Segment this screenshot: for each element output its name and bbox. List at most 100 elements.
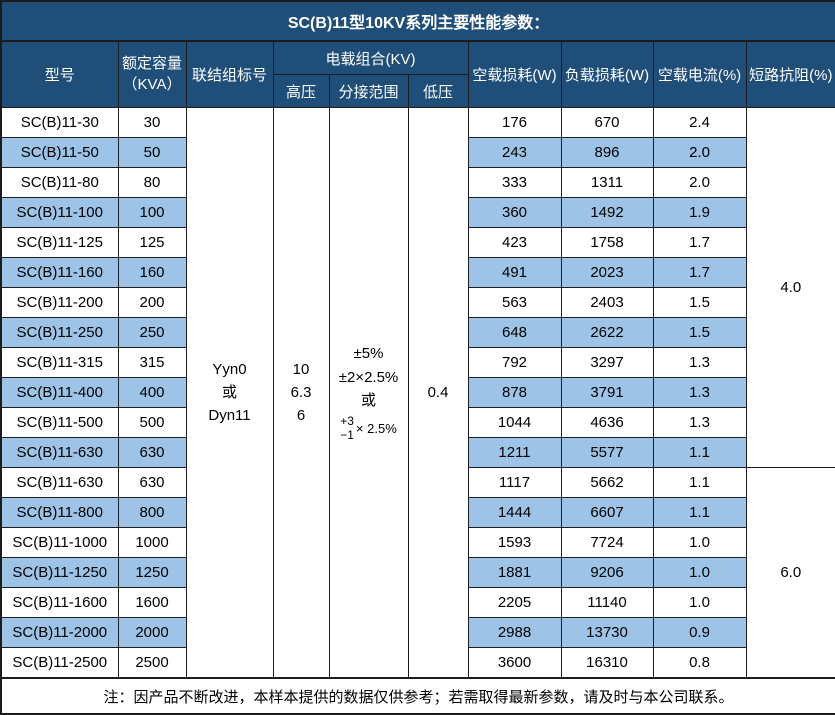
cell-capacity: 160	[117, 257, 187, 288]
cell-no-load-current: 0.8	[652, 647, 747, 679]
cell-model: SC(B)11-2500	[0, 647, 119, 679]
col-header-no-load-current: 空载电流(%)	[652, 40, 747, 108]
cell-capacity: 200	[117, 287, 187, 318]
cell-capacity: 1000	[117, 527, 187, 558]
cell-model: SC(B)11-200	[0, 287, 119, 318]
cell-load-loss: 5662	[560, 467, 654, 498]
cell-load-loss: 896	[560, 137, 654, 168]
cell-load-loss: 5577	[560, 437, 654, 468]
cell-no-load-loss: 3600	[467, 647, 562, 679]
cell-no-load-loss: 360	[467, 197, 562, 228]
table-row: SC(B)11-630 630 1117 5662 1.1 6.0	[0, 467, 835, 679]
cell-model: SC(B)11-50	[0, 137, 119, 168]
table-row: SC(B)11-1250 1250 1881 9206 1.0	[0, 557, 835, 588]
cell-tap-range: ±5% ±2×2.5% 或 +3 −1 × 2.5%	[328, 107, 409, 679]
cell-no-load-current: 1.7	[652, 257, 747, 288]
table-row: SC(B)11-50 50 243 896 2.0	[0, 137, 835, 168]
cell-model: SC(B)11-1250	[0, 557, 119, 588]
cell-load-loss: 1311	[560, 167, 654, 198]
cell-no-load-current: 1.5	[652, 317, 747, 348]
header-row-1: 型号 额定容量 （KVA） 联结组标号 电载组合(KV) 空载损耗(W) 负载损…	[0, 40, 835, 108]
table-row: SC(B)11-800 800 1444 6607 1.1	[0, 497, 835, 528]
cell-no-load-loss: 878	[467, 377, 562, 408]
cell-capacity: 400	[117, 377, 187, 408]
cell-capacity: 315	[117, 347, 187, 378]
table-row: SC(B)11-315 315 792 3297 1.3	[0, 347, 835, 378]
cell-model: SC(B)11-30	[0, 107, 119, 138]
page-title: SC(B)11型10KV系列主要性能参数：	[0, 0, 835, 42]
table-row: SC(B)11-160 160 491 2023 1.7	[0, 257, 835, 288]
cell-capacity: 800	[117, 497, 187, 528]
table-row: SC(B)11-250 250 648 2622 1.5	[0, 317, 835, 348]
cell-no-load-current: 1.3	[652, 407, 747, 438]
col-header-no-load-loss: 空载损耗(W)	[467, 40, 562, 108]
table-body: SC(B)11-30 30 Yyn0 或 Dyn11 10 6.3 6 ±5% ±2×2.5% 或 +…	[0, 107, 835, 679]
cell-load-loss: 9206	[560, 557, 654, 588]
cell-capacity: 250	[117, 317, 187, 348]
cell-load-loss: 670	[560, 107, 654, 138]
cell-load-loss: 11140	[560, 587, 654, 618]
cell-capacity: 30	[117, 107, 187, 138]
cell-model: SC(B)11-630	[0, 467, 119, 498]
cell-no-load-loss: 792	[467, 347, 562, 378]
col-header-high-voltage: 高压	[272, 74, 330, 108]
col-header-voltage-group: 电载组合(KV)	[272, 40, 469, 75]
cell-capacity: 2500	[117, 647, 187, 679]
cell-impedance-group1: 4.0	[745, 107, 835, 468]
cell-load-loss: 6607	[560, 497, 654, 528]
cell-no-load-loss: 648	[467, 317, 562, 348]
cell-load-loss: 4636	[560, 407, 654, 438]
col-header-connection-group: 联结组标号	[185, 40, 274, 108]
cell-load-loss: 1492	[560, 197, 654, 228]
footer-note-row: 注：因产品不断改进，本样本提供的数据仅供参考；若需取得最新参数，请及时与本公司联…	[0, 677, 835, 715]
cell-no-load-current: 0.9	[652, 617, 747, 648]
cell-model: SC(B)11-1000	[0, 527, 119, 558]
table-row: SC(B)11-30 30 Yyn0 或 Dyn11 10 6.3 6 ±5% ±2×2.5% 或 +…	[0, 107, 835, 679]
cell-no-load-loss: 1881	[467, 557, 562, 588]
cell-load-loss: 2403	[560, 287, 654, 318]
col-header-tap-range: 分接范围	[328, 74, 409, 108]
cell-no-load-loss: 2205	[467, 587, 562, 618]
cell-no-load-current: 1.9	[652, 197, 747, 228]
col-header-load-loss: 负载损耗(W)	[560, 40, 654, 108]
cell-capacity: 630	[117, 437, 187, 468]
cell-no-load-loss: 1211	[467, 437, 562, 468]
table-row: SC(B)11-1600 1600 2205 11140 1.0	[0, 587, 835, 618]
col-header-low-voltage: 低压	[407, 74, 469, 108]
cell-no-load-loss: 333	[467, 167, 562, 198]
table-row: SC(B)11-100 100 360 1492 1.9	[0, 197, 835, 228]
cell-no-load-current: 1.0	[652, 587, 747, 618]
cell-no-load-current: 1.1	[652, 467, 747, 498]
cell-load-loss: 16310	[560, 647, 654, 679]
cell-no-load-current: 1.3	[652, 347, 747, 378]
cell-high-voltage: 10 6.3 6	[272, 107, 330, 679]
cell-no-load-loss: 423	[467, 227, 562, 258]
cell-no-load-current: 2.0	[652, 137, 747, 168]
cell-load-loss: 7724	[560, 527, 654, 558]
cell-capacity: 1600	[117, 587, 187, 618]
col-header-capacity-line2: （KVA）	[122, 75, 182, 93]
table-row: SC(B)11-2000 2000 2988 13730 0.9	[0, 617, 835, 648]
cell-capacity: 80	[117, 167, 187, 198]
cell-no-load-loss: 243	[467, 137, 562, 168]
cell-capacity: 100	[117, 197, 187, 228]
cell-model: SC(B)11-80	[0, 167, 119, 198]
table-row: SC(B)11-500 500 1044 4636 1.3	[0, 407, 835, 438]
cell-model: SC(B)11-315	[0, 347, 119, 378]
table-row: SC(B)11-200 200 563 2403 1.5	[0, 287, 835, 318]
cell-model: SC(B)11-1600	[0, 587, 119, 618]
cell-no-load-current: 1.3	[652, 377, 747, 408]
cell-model: SC(B)11-250	[0, 317, 119, 348]
cell-no-load-current: 1.5	[652, 287, 747, 318]
footer-note: 注：因产品不断改进，本样本提供的数据仅供参考；若需取得最新参数，请及时与本公司联…	[0, 677, 835, 715]
cell-model: SC(B)11-400	[0, 377, 119, 408]
cell-capacity: 1250	[117, 557, 187, 588]
cell-capacity: 125	[117, 227, 187, 258]
col-header-capacity-line1: 额定容量	[121, 55, 182, 73]
cell-no-load-loss: 1044	[467, 407, 562, 438]
cell-capacity: 2000	[117, 617, 187, 648]
table-title-row: SC(B)11型10KV系列主要性能参数：	[0, 0, 835, 42]
table-row: SC(B)11-2500 2500 3600 16310 0.8	[0, 647, 835, 679]
